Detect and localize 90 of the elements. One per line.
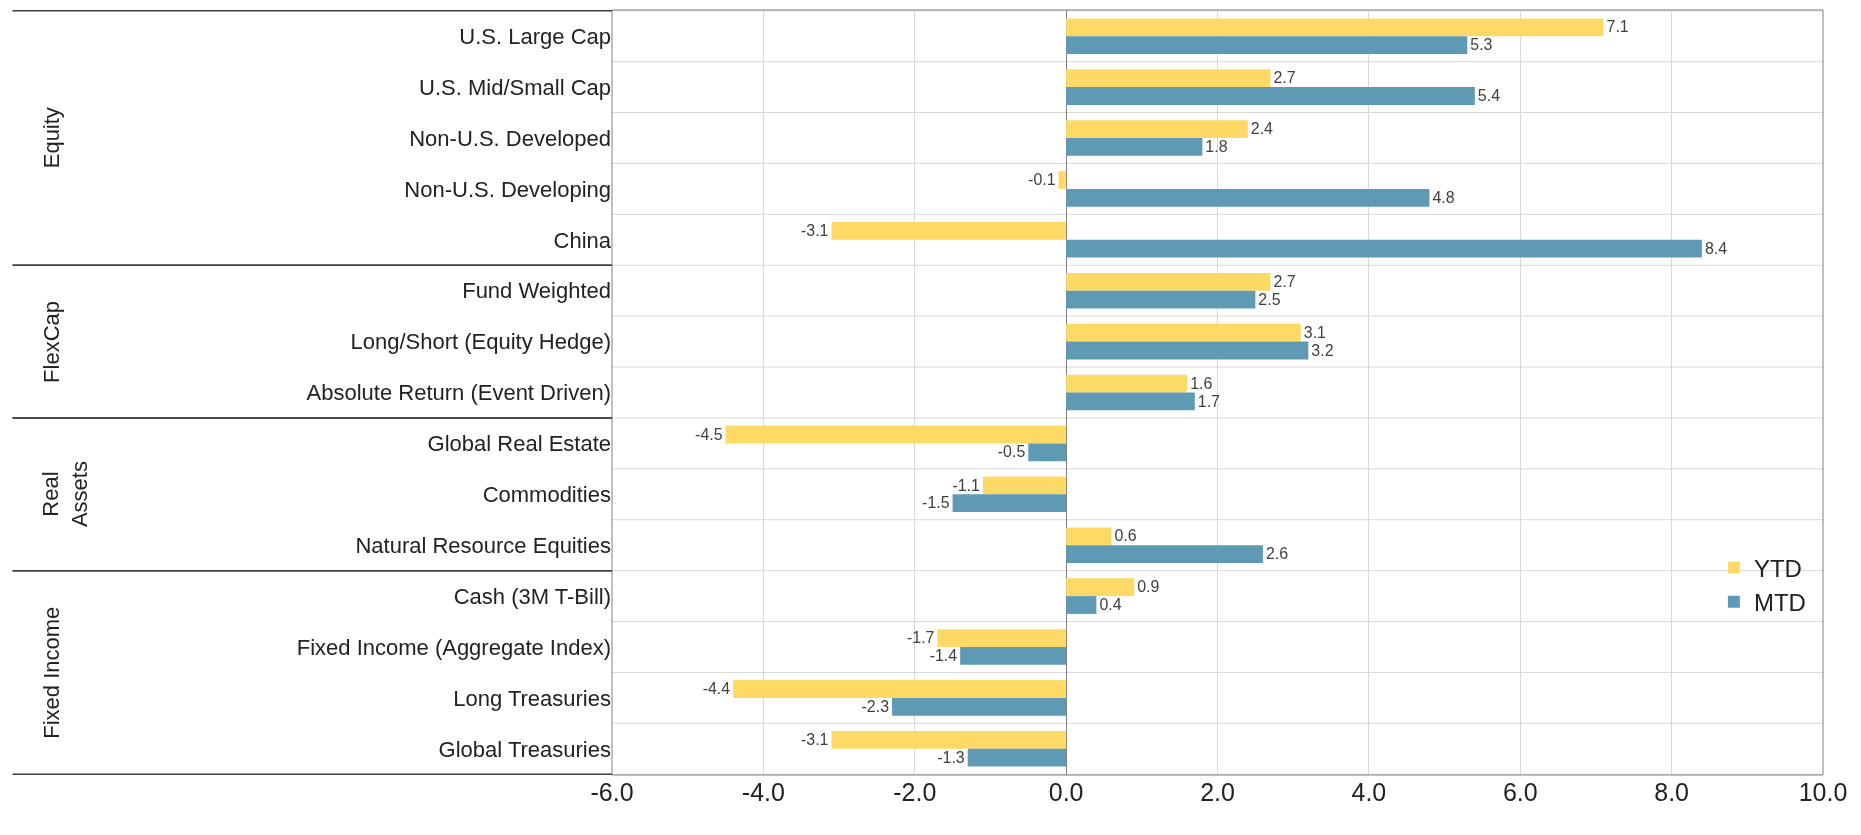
data-label: 0.9 [1137,578,1160,596]
x-tick-label: -2.0 [893,778,937,806]
data-label: 5.4 [1477,87,1501,105]
y-tick-label: Fund Weighted [462,278,611,304]
data-label: 4.8 [1432,188,1455,206]
y-tick-label: Non-U.S. Developed [409,125,611,151]
y-tick-label: Long Treasuries [453,685,611,711]
data-label: 0.4 [1099,596,1122,614]
y-tick-label: Fixed Income (Aggregate Index) [296,634,611,660]
text: Equity [39,107,65,169]
data-label: 2.5 [1258,290,1281,308]
data-label: 1.6 [1190,374,1213,392]
data-label: -1.7 [907,629,935,647]
y-tick-label: U.S. Mid/Small Cap [419,74,611,100]
data-label: 2.7 [1273,69,1296,87]
bar [1066,290,1256,309]
x-tick-label: 10.0 [1798,778,1848,806]
data-label: -0.5 [997,443,1026,461]
y-tick-label: Non-U.S. Developing [404,176,611,202]
y-tick-label: Cash (3M T-Bill) [453,583,611,609]
bar [1066,374,1188,393]
bar [1066,272,1271,291]
y-tick-label: Long/Short (Equity Hedge) [350,329,611,355]
data-label: -1.5 [922,494,950,512]
bar [1066,138,1203,156]
bar [952,494,1067,513]
data-label: 1.7 [1197,392,1221,410]
x-tick-label: -4.0 [741,778,785,806]
bar [960,647,1067,665]
bar [1066,120,1248,138]
y-tick-label: Natural Resource Equities [355,532,611,558]
y-tick-label: Global Treasuries [438,736,611,762]
bar [1028,443,1067,462]
bar [831,730,1067,749]
y-tick-label: China [553,227,612,253]
bar [982,476,1067,495]
data-label: 2.6 [1265,545,1289,563]
bar [1066,392,1195,411]
data-label: 3.1 [1303,323,1327,341]
data-label: -1.3 [937,748,965,766]
data-label: 0.6 [1114,527,1137,545]
bar [1066,545,1263,564]
data-label: 7.1 [1606,18,1629,36]
bar [1066,36,1468,55]
x-tick-label: -6.0 [590,778,634,806]
bar [1066,87,1475,105]
data-label: 3.2 [1311,341,1334,359]
y-tick-label: Commodities [482,482,611,507]
data-label: -4.4 [702,680,731,698]
data-label: 5.3 [1470,36,1493,54]
bar [1066,18,1604,37]
bar [1066,527,1112,546]
bar [1066,188,1430,207]
x-tick-label: 8.0 [1654,778,1690,806]
data-label: -3.1 [801,731,829,749]
data-label: -4.5 [695,425,723,443]
data-label: -3.1 [801,222,829,240]
data-label: 1.8 [1205,138,1228,156]
bar [967,748,1067,767]
x-tick-label: 4.0 [1351,778,1387,806]
data-label: 2.7 [1273,272,1296,290]
legend-label: YTD [1753,554,1802,582]
y-tick-label: U.S. Large Cap [459,23,611,49]
x-tick-label: 6.0 [1502,778,1538,806]
y-tick-label: Absolute Return (Event Driven) [306,380,611,406]
bar [1066,578,1135,597]
y-tick-label: Global Real Estate [427,431,611,457]
data-label: 8.4 [1704,239,1728,257]
data-label: 2.4 [1250,120,1274,138]
legend-label: MTD [1753,589,1806,617]
bar [1066,323,1301,342]
bar [725,425,1067,444]
bar [937,629,1067,647]
text: Real Assets [38,461,93,528]
bar [733,680,1067,698]
bar [1058,171,1067,189]
bar [1066,341,1309,360]
bar [1066,239,1702,258]
bar [892,697,1067,716]
bar [1066,596,1097,614]
data-label: -1.4 [929,647,958,665]
x-tick-label: 2.0 [1200,778,1235,806]
data-label: -1.1 [952,476,980,494]
x-tick-label: 0.0 [1048,778,1084,806]
data-label: -0.1 [1028,171,1056,189]
text: Fixed Income [38,606,64,739]
text: FlexCap [38,300,64,383]
data-label: -2.3 [861,697,890,715]
bar [1066,69,1271,88]
bar [831,221,1067,240]
